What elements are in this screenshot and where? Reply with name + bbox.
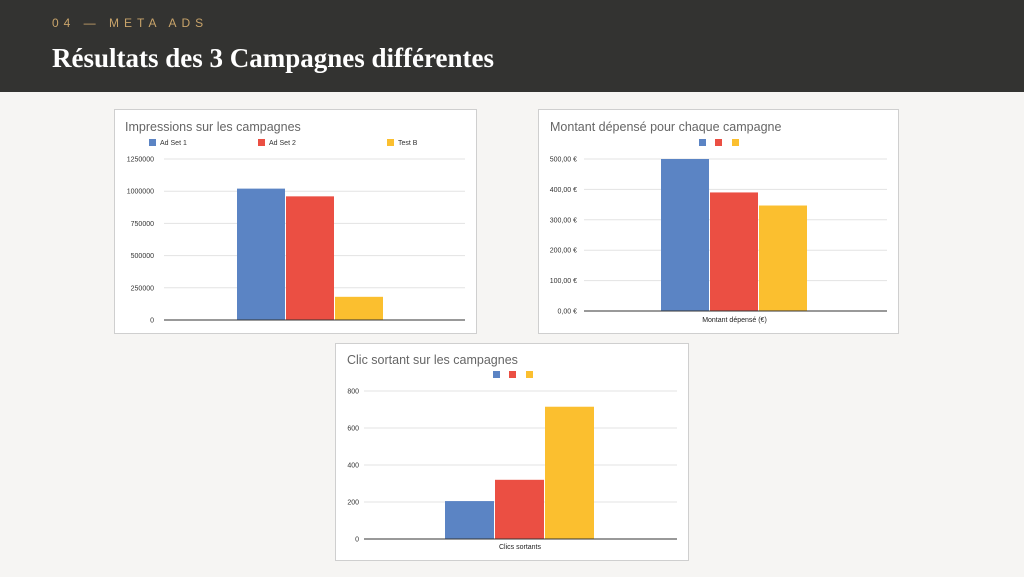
bar — [335, 296, 383, 320]
legend-swatch — [699, 139, 706, 146]
bar — [495, 479, 544, 539]
y-tick-label: 200 — [347, 500, 359, 507]
chart-card-spend: Montant dépensé pour chaque campagne 0,00… — [538, 109, 899, 334]
legend-swatch — [493, 371, 500, 378]
bar — [237, 188, 285, 320]
legend-swatch — [509, 371, 516, 378]
y-tick-label: 0,00 € — [558, 309, 578, 316]
x-axis-label: Clics sortants — [499, 544, 542, 551]
chart-card-clicks: Clic sortant sur les campagnes 0 200 400 600… — [335, 343, 689, 561]
y-tick-label: 400 — [347, 463, 359, 470]
chart-title: Impressions sur les campagnes — [125, 120, 301, 134]
bar — [661, 159, 709, 311]
legend-swatch — [715, 139, 722, 146]
y-tick-label: 500,00 € — [550, 157, 577, 164]
bar — [445, 501, 494, 539]
chart-title: Montant dépensé pour chaque campagne — [550, 120, 781, 134]
bar — [286, 196, 334, 320]
y-tick-label: 500000 — [131, 253, 154, 260]
legend-label: Ad Set 2 — [269, 140, 296, 147]
y-tick-label: 1250000 — [127, 157, 154, 164]
legend-swatch — [149, 139, 156, 146]
legend-label: Test B — [398, 140, 418, 147]
legend-swatch — [732, 139, 739, 146]
chart-title: Clic sortant sur les campagnes — [347, 353, 518, 367]
legend-swatch — [526, 371, 533, 378]
y-tick-label: 400,00 € — [550, 187, 577, 194]
bar — [545, 406, 594, 539]
x-axis-label: Montant dépensé (€) — [702, 317, 767, 324]
impressions-chart: Impressions sur les campagnes Ad Set 1 Ad … — [125, 120, 465, 325]
y-tick-label: 0 — [355, 537, 359, 544]
y-tick-label: 750000 — [131, 221, 154, 228]
clicks-chart: Clic sortant sur les campagnes 0 200 400 600… — [347, 353, 677, 551]
slide-header: 04 — META ADS Résultats des 3 Campagnes … — [0, 0, 1024, 92]
y-tick-label: 200,00 € — [550, 248, 577, 255]
legend-label: Ad Set 1 — [160, 140, 187, 147]
spend-chart: Montant dépensé pour chaque campagne 0,00… — [550, 120, 887, 324]
y-tick-label: 0 — [150, 318, 154, 325]
y-tick-label: 600 — [347, 426, 359, 433]
bar — [759, 205, 807, 311]
bar — [710, 192, 758, 311]
page-title: Résultats des 3 Campagnes différentes — [52, 43, 494, 73]
legend-swatch — [387, 139, 394, 146]
y-tick-label: 1000000 — [127, 189, 154, 196]
chart-card-impressions: Impressions sur les campagnes Ad Set 1 Ad … — [114, 109, 477, 334]
y-tick-label: 250000 — [131, 285, 154, 292]
y-tick-label: 100,00 € — [550, 278, 577, 285]
y-tick-label: 800 — [347, 389, 359, 396]
section-label: 04 — META ADS — [52, 16, 209, 30]
y-tick-label: 300,00 € — [550, 217, 577, 224]
legend-swatch — [258, 139, 265, 146]
